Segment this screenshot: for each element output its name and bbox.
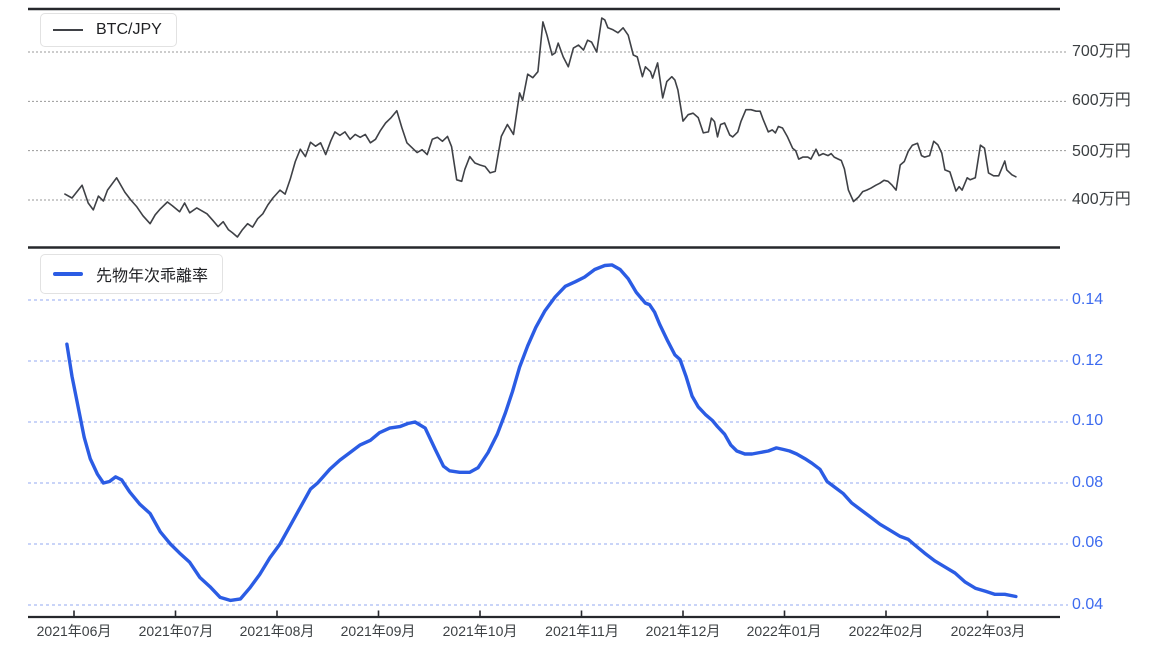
legend-btc-label: BTC/JPY (96, 21, 162, 38)
legend-deviation-rate[interactable]: 先物年次乖離率 (40, 254, 224, 294)
y-tick-008: 0.08 (1072, 474, 1104, 491)
y-tick-500man: 500万円 (1072, 143, 1131, 160)
top-chart-gridlines (28, 51, 1068, 201)
x-tick-2022-03: 2022年03月 (950, 623, 1026, 639)
x-tick-2021-08: 2021年08月 (239, 623, 315, 639)
y-tick-014: 0.14 (1072, 291, 1104, 308)
x-tick-2021-12: 2021年12月 (645, 623, 721, 639)
x-tick-2021-07: 2021年07月 (138, 623, 214, 639)
x-tick-2021-09: 2021年09月 (340, 623, 416, 639)
x-tick-2022-02: 2022年02月 (848, 623, 924, 639)
bottom-chart-gridlines (28, 299, 1068, 606)
legend-btc-jpy[interactable]: BTC/JPY (40, 13, 177, 47)
btc-line-swatch (53, 29, 83, 31)
y-tick-010: 0.10 (1072, 412, 1104, 429)
y-tick-400man: 400万円 (1072, 191, 1131, 208)
deviation-line-path[interactable] (65, 263, 1018, 603)
deviation-line-swatch (53, 272, 83, 276)
legend-deviation-label: 先物年次乖離率 (96, 268, 209, 285)
y-tick-012: 0.12 (1072, 352, 1104, 369)
x-tick-2021-10: 2021年10月 (442, 623, 518, 639)
y-tick-600man: 600万円 (1072, 92, 1131, 109)
y-tick-004: 0.04 (1072, 596, 1104, 613)
y-tick-006: 0.06 (1072, 534, 1104, 551)
x-tick-2021-06: 2021年06月 (36, 623, 112, 639)
y-tick-700man: 700万円 (1072, 43, 1131, 60)
x-tick-2021-11: 2021年11月 (545, 623, 619, 639)
x-tick-2022-01: 2022年01月 (746, 623, 822, 639)
btc-line-path[interactable] (64, 17, 1017, 238)
